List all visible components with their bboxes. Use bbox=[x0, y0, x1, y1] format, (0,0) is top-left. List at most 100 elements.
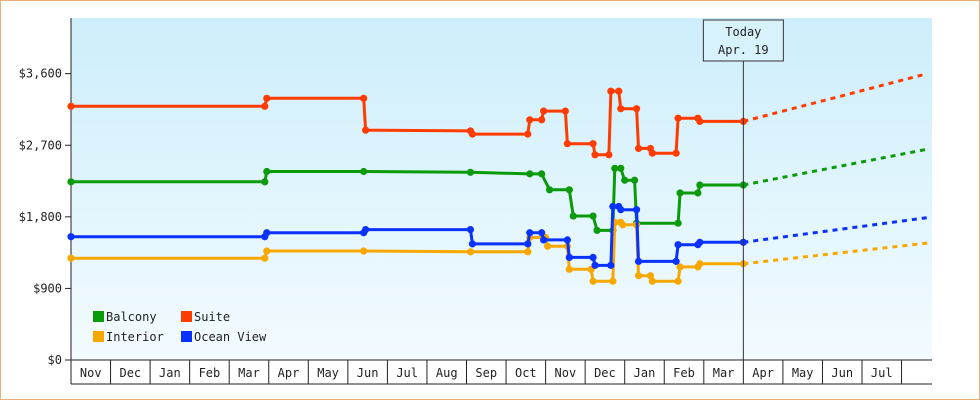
data-point[interactable] bbox=[362, 126, 370, 134]
data-point[interactable] bbox=[526, 170, 534, 178]
data-point[interactable] bbox=[589, 212, 597, 220]
data-point[interactable] bbox=[609, 202, 617, 211]
data-point[interactable] bbox=[674, 277, 682, 285]
data-point[interactable] bbox=[591, 261, 599, 269]
data-point[interactable] bbox=[634, 272, 643, 280]
legend: Balcony Suite Interior Ocean View bbox=[93, 310, 267, 344]
data-point[interactable] bbox=[674, 219, 682, 227]
data-point[interactable] bbox=[526, 229, 534, 237]
data-point[interactable] bbox=[617, 105, 625, 113]
data-point[interactable] bbox=[360, 94, 368, 102]
data-point[interactable] bbox=[524, 130, 532, 138]
data-point[interactable] bbox=[538, 229, 546, 237]
x-tick-label: Mar bbox=[713, 366, 735, 380]
data-point[interactable] bbox=[565, 265, 573, 273]
data-point[interactable] bbox=[593, 226, 601, 234]
data-point[interactable] bbox=[565, 186, 573, 194]
data-point[interactable] bbox=[67, 233, 75, 241]
data-point[interactable] bbox=[589, 277, 597, 285]
data-point[interactable] bbox=[630, 176, 639, 184]
data-point[interactable] bbox=[466, 168, 475, 176]
data-point[interactable] bbox=[67, 102, 75, 110]
x-tick-label: Jul bbox=[871, 366, 893, 380]
data-point[interactable] bbox=[67, 178, 75, 186]
data-point[interactable] bbox=[672, 257, 680, 265]
data-point[interactable] bbox=[617, 206, 625, 214]
data-point[interactable] bbox=[674, 241, 682, 249]
data-point[interactable] bbox=[263, 229, 271, 237]
data-point[interactable] bbox=[524, 240, 532, 248]
data-point[interactable] bbox=[261, 102, 269, 110]
data-point[interactable] bbox=[360, 167, 368, 176]
data-point[interactable] bbox=[466, 225, 475, 234]
data-point[interactable] bbox=[563, 236, 571, 244]
data-point[interactable] bbox=[696, 238, 704, 246]
data-point[interactable] bbox=[621, 176, 629, 184]
data-point[interactable] bbox=[261, 254, 269, 262]
data-point[interactable] bbox=[676, 263, 684, 271]
x-tick-label: Jun bbox=[357, 366, 379, 380]
x-tick-label: Apr bbox=[752, 366, 774, 380]
x-tick-label: Jan bbox=[634, 366, 656, 380]
data-point[interactable] bbox=[607, 261, 615, 269]
data-point[interactable] bbox=[538, 116, 546, 124]
data-point[interactable] bbox=[619, 221, 627, 229]
data-point[interactable] bbox=[468, 240, 477, 248]
data-point[interactable] bbox=[696, 117, 704, 125]
data-point[interactable] bbox=[696, 260, 704, 268]
data-point[interactable] bbox=[611, 164, 619, 172]
data-point[interactable] bbox=[609, 277, 617, 285]
data-point[interactable] bbox=[696, 181, 704, 189]
data-point[interactable] bbox=[263, 167, 271, 176]
data-point[interactable] bbox=[540, 107, 548, 115]
data-point[interactable] bbox=[634, 144, 643, 153]
data-point[interactable] bbox=[561, 107, 569, 115]
data-point[interactable] bbox=[632, 105, 641, 113]
data-point[interactable] bbox=[615, 87, 623, 95]
y-axis: $0 $900 $1,800 $2,700 $3,600 bbox=[19, 18, 72, 367]
data-point[interactable] bbox=[589, 253, 597, 261]
data-point[interactable] bbox=[263, 94, 271, 102]
today-date: Apr. 19 bbox=[718, 43, 769, 57]
legend-swatch bbox=[93, 331, 104, 342]
data-point[interactable] bbox=[607, 87, 615, 95]
data-point[interactable] bbox=[538, 170, 546, 178]
data-point[interactable] bbox=[591, 151, 599, 159]
plot-area bbox=[71, 18, 932, 360]
data-point[interactable] bbox=[545, 186, 554, 194]
data-point[interactable] bbox=[261, 178, 269, 186]
data-point[interactable] bbox=[360, 247, 368, 255]
data-point[interactable] bbox=[540, 236, 548, 244]
data-point[interactable] bbox=[672, 149, 680, 157]
y-tick-label: $3,600 bbox=[19, 67, 62, 81]
series-balcony bbox=[67, 147, 928, 234]
data-point[interactable] bbox=[67, 254, 75, 262]
data-point[interactable] bbox=[524, 248, 532, 256]
data-point[interactable] bbox=[605, 151, 613, 159]
data-point[interactable] bbox=[646, 272, 655, 280]
data-point[interactable] bbox=[526, 116, 534, 124]
data-point[interactable] bbox=[694, 189, 702, 197]
data-point[interactable] bbox=[632, 206, 641, 214]
data-point[interactable] bbox=[563, 140, 571, 148]
data-point[interactable] bbox=[468, 130, 477, 138]
data-point[interactable] bbox=[674, 114, 682, 122]
data-point[interactable] bbox=[634, 257, 643, 265]
data-point[interactable] bbox=[565, 253, 573, 261]
data-point[interactable] bbox=[676, 189, 684, 197]
data-point[interactable] bbox=[617, 164, 625, 172]
data-point[interactable] bbox=[589, 140, 597, 148]
data-point[interactable] bbox=[648, 277, 656, 285]
data-point[interactable] bbox=[648, 149, 656, 157]
data-point[interactable] bbox=[466, 248, 475, 256]
legend-swatch bbox=[181, 331, 192, 342]
data-point[interactable] bbox=[569, 212, 577, 220]
x-tick-label: Aug bbox=[436, 366, 458, 380]
x-tick-label: Jan bbox=[159, 366, 181, 380]
data-point[interactable] bbox=[362, 225, 370, 234]
y-tick-label: $1,800 bbox=[19, 210, 62, 224]
data-point[interactable] bbox=[543, 242, 552, 250]
data-point[interactable] bbox=[263, 247, 271, 255]
legend-swatch bbox=[93, 311, 104, 322]
x-tick-label: Sep bbox=[475, 366, 497, 380]
